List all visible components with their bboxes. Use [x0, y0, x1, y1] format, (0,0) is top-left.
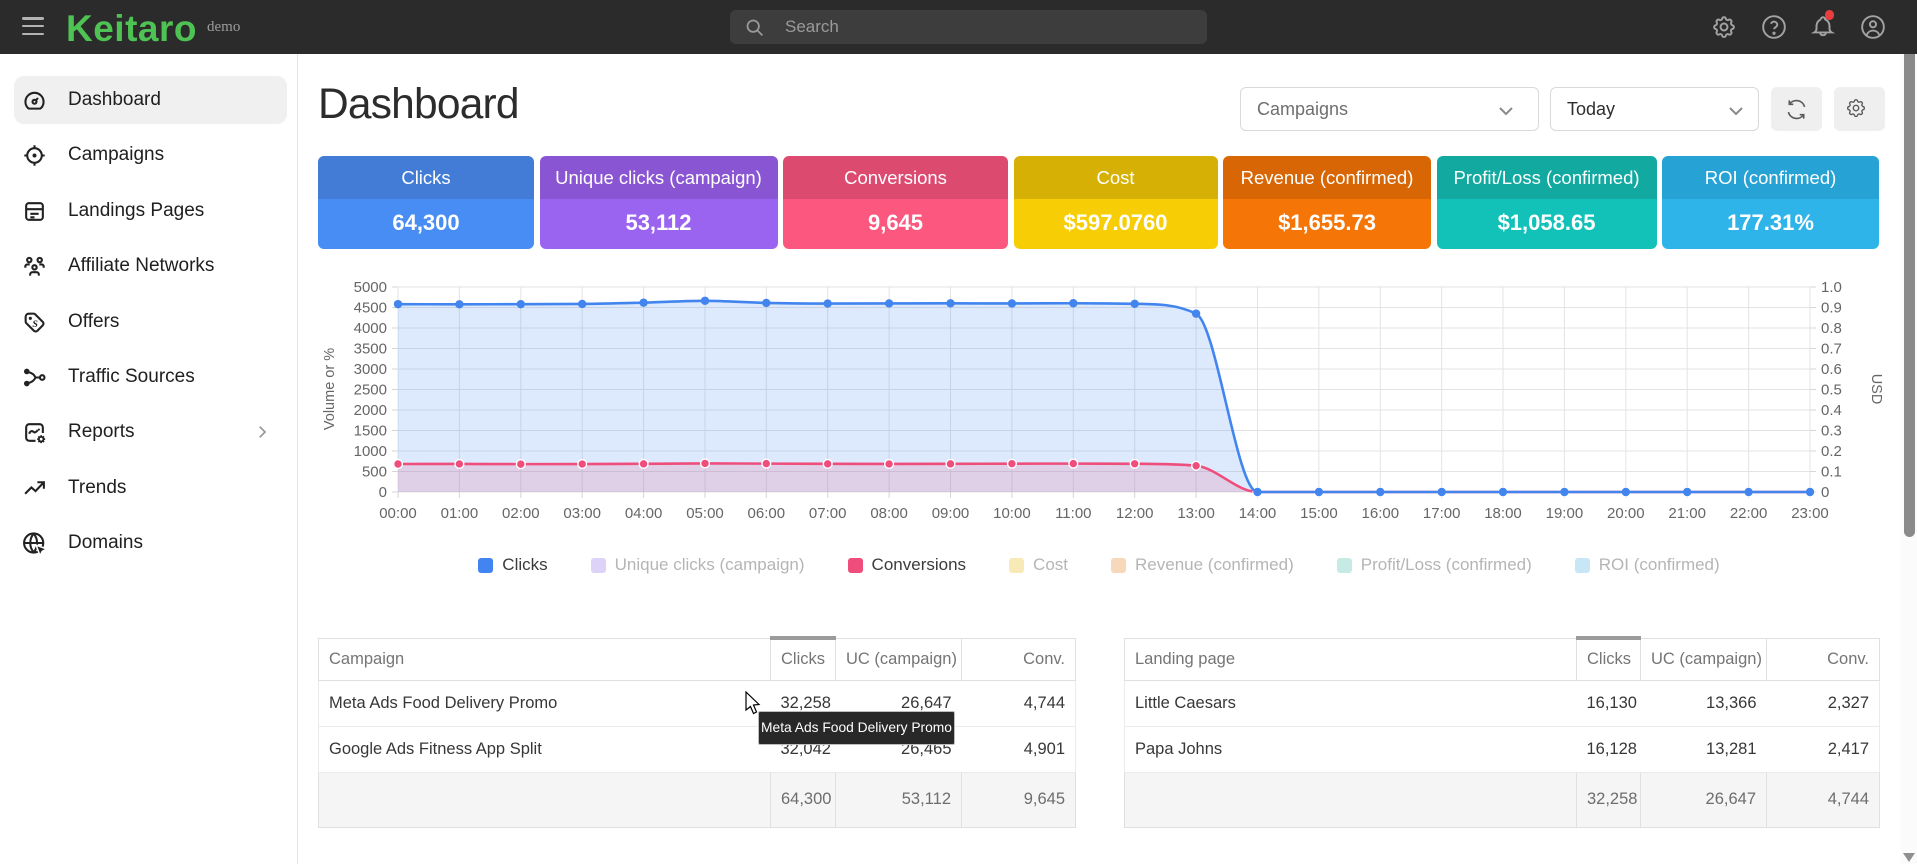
svg-text:0.1: 0.1	[1821, 464, 1842, 481]
svg-text:0.4: 0.4	[1821, 402, 1842, 419]
svg-text:500: 500	[362, 464, 387, 481]
svg-text:0.9: 0.9	[1821, 300, 1842, 317]
svg-text:14:00: 14:00	[1239, 505, 1277, 522]
svg-text:2500: 2500	[354, 382, 387, 399]
svg-text:13:00: 13:00	[1177, 505, 1215, 522]
svg-text:3000: 3000	[354, 361, 387, 378]
svg-text:08:00: 08:00	[870, 505, 908, 522]
svg-text:0.5: 0.5	[1821, 382, 1842, 399]
svg-text:01:00: 01:00	[441, 505, 479, 522]
svg-text:0.7: 0.7	[1821, 341, 1842, 358]
svg-text:05:00: 05:00	[686, 505, 724, 522]
svg-text:1000: 1000	[354, 443, 387, 460]
svg-text:4000: 4000	[354, 320, 387, 337]
svg-text:Volume or %: Volume or %	[322, 348, 338, 430]
svg-text:19:00: 19:00	[1546, 505, 1584, 522]
svg-text:07:00: 07:00	[809, 505, 847, 522]
svg-text:23:00: 23:00	[1791, 505, 1829, 522]
svg-text:USD: USD	[1868, 374, 1884, 405]
svg-text:22:00: 22:00	[1730, 505, 1768, 522]
svg-text:21:00: 21:00	[1668, 505, 1706, 522]
svg-text:0.3: 0.3	[1821, 423, 1842, 440]
svg-text:4500: 4500	[354, 300, 387, 317]
svg-text:17:00: 17:00	[1423, 505, 1461, 522]
svg-text:1500: 1500	[354, 423, 387, 440]
svg-text:03:00: 03:00	[563, 505, 601, 522]
svg-text:10:00: 10:00	[993, 505, 1031, 522]
svg-text:1.0: 1.0	[1821, 279, 1842, 296]
svg-text:09:00: 09:00	[932, 505, 970, 522]
svg-text:12:00: 12:00	[1116, 505, 1154, 522]
svg-text:11:00: 11:00	[1055, 505, 1091, 522]
svg-text:2000: 2000	[354, 402, 387, 419]
svg-text:04:00: 04:00	[625, 505, 663, 522]
svg-text:16:00: 16:00	[1362, 505, 1400, 522]
svg-text:0.2: 0.2	[1821, 443, 1842, 460]
svg-text:0.6: 0.6	[1821, 361, 1842, 378]
svg-text:15:00: 15:00	[1300, 505, 1338, 522]
svg-text:20:00: 20:00	[1607, 505, 1645, 522]
svg-text:0: 0	[379, 484, 387, 501]
svg-text:06:00: 06:00	[748, 505, 786, 522]
svg-text:0.8: 0.8	[1821, 320, 1842, 337]
svg-text:S: S	[32, 319, 38, 330]
svg-text:00:00: 00:00	[379, 505, 417, 522]
svg-text:02:00: 02:00	[502, 505, 540, 522]
svg-text:3500: 3500	[354, 341, 387, 358]
svg-text:5000: 5000	[354, 279, 387, 296]
svg-text:0: 0	[1821, 484, 1829, 501]
svg-text:18:00: 18:00	[1484, 505, 1522, 522]
